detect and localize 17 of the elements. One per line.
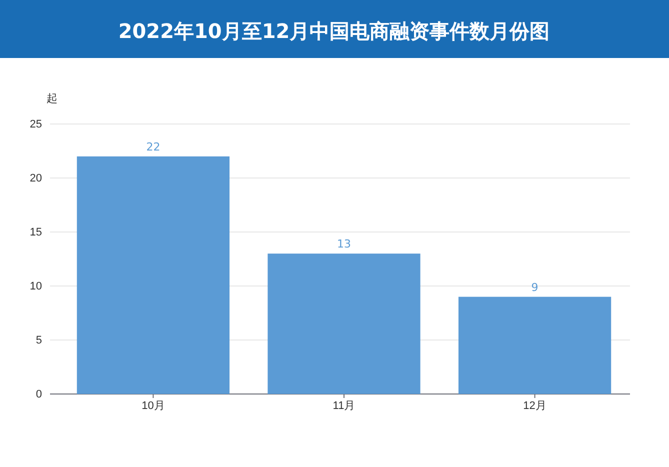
bar — [76, 156, 230, 394]
bar — [458, 296, 612, 394]
data-label: 9 — [531, 280, 538, 294]
y-axis-title: 起 — [46, 92, 58, 105]
y-tick-label: 5 — [36, 334, 42, 347]
x-tick-label: 12月 — [523, 400, 546, 412]
data-label: 13 — [337, 238, 351, 251]
y-tick-label: 20 — [30, 172, 42, 185]
x-tick-label: 10月 — [142, 400, 165, 412]
y-tick-label: 15 — [30, 226, 42, 239]
y-tick-label: 10 — [30, 280, 42, 293]
data-label: 22 — [146, 140, 160, 154]
y-tick-label: 0 — [36, 388, 42, 401]
y-tick-label: 25 — [30, 118, 42, 131]
x-tick-label: 11月 — [332, 400, 356, 412]
bar — [268, 254, 420, 394]
chart-title: 2022年10月至12月中国电商融资事件数月份图 — [118, 19, 550, 43]
